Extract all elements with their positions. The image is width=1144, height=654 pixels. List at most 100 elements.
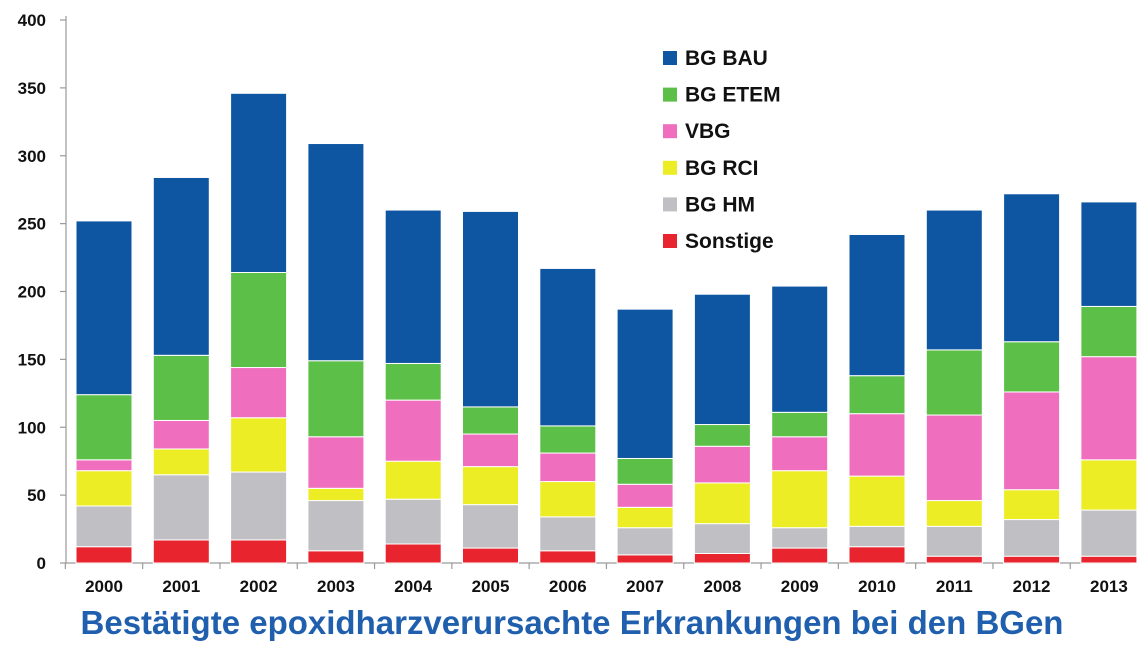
bar-segment-bg-rci: [230, 417, 288, 473]
bar-segment-bg-hm: [848, 525, 906, 548]
bar-segment-vbg: [384, 399, 442, 462]
bar-segment-sonstige: [152, 539, 210, 564]
x-tick-label: 2010: [858, 577, 896, 596]
bar-stack-2011: [925, 209, 983, 564]
legend-swatch: [663, 124, 677, 139]
x-tick-label: 2004: [394, 577, 432, 596]
bar-segment-sonstige: [384, 543, 442, 564]
bar-segment-vbg: [230, 367, 288, 419]
bar-segment-bg-etem: [384, 362, 442, 401]
bar-segment-sonstige: [462, 547, 519, 564]
x-axis: 2000 2001 2002 2003 2004 2005 2006 2007 2008 2009…: [64, 562, 1130, 596]
bar-segment-bg-hm: [307, 500, 365, 552]
bar-segment-vbg: [616, 483, 674, 508]
y-tick-label: 100: [18, 418, 46, 437]
bar-segment-bg-hm: [75, 505, 133, 548]
legend-item: BG RCI: [663, 157, 759, 180]
x-tick-label: 2013: [1090, 577, 1128, 596]
legend-label: VBG: [685, 120, 731, 143]
legend-swatch: [663, 234, 677, 248]
bar-segment-bg-hm: [925, 525, 983, 557]
bar-segment-vbg: [152, 419, 210, 450]
bar-segment-vbg: [1003, 391, 1061, 491]
bar-segment-bg-etem: [152, 354, 210, 421]
bar-stack-2007: [616, 308, 674, 564]
bar-segment-bg-bau: [848, 233, 906, 377]
bar-segment-sonstige: [230, 539, 288, 564]
bar-stack-2008: [693, 293, 751, 564]
bar-segment-bg-etem: [925, 349, 983, 416]
bar-segment-bg-etem: [539, 425, 597, 454]
bar-segment-bg-etem: [1080, 305, 1138, 358]
bar-segment-bg-bau: [75, 220, 133, 396]
y-axis: 0 50 100 150 200 250 300 350 400: [18, 11, 67, 573]
bar-stack-2005: [462, 210, 519, 564]
bar-segment-bg-bau: [1080, 201, 1138, 307]
bar-segment-bg-rci: [693, 482, 751, 525]
legend-label: BG RCI: [685, 157, 759, 180]
y-tick-label: 0: [37, 554, 46, 573]
y-tick-label: 350: [18, 79, 46, 98]
bars: [75, 92, 1138, 564]
bar-segment-bg-rci: [152, 448, 210, 476]
bar-segment-bg-hm: [539, 516, 597, 552]
bar-segment-bg-bau: [230, 92, 288, 273]
bar-stack-2002: [230, 92, 288, 564]
bar-segment-sonstige: [693, 552, 751, 564]
bar-segment-sonstige: [539, 550, 597, 564]
y-tick-label: 200: [18, 283, 46, 302]
bar-segment-vbg: [771, 436, 829, 472]
bar-segment-bg-hm: [462, 504, 519, 549]
legend-item: BG BAU: [663, 47, 768, 70]
bar-segment-bg-bau: [152, 176, 210, 356]
bar-segment-bg-rci: [1003, 489, 1061, 521]
bar-segment-sonstige: [771, 547, 829, 564]
y-tick-label: 250: [18, 215, 46, 234]
bar-segment-bg-etem: [75, 394, 133, 461]
x-tick-label: 2008: [703, 577, 741, 596]
bar-segment-bg-hm: [230, 471, 288, 541]
x-tick-label: 2007: [626, 577, 664, 596]
bar-stack-2009: [771, 285, 829, 564]
bar-segment-sonstige: [307, 550, 365, 564]
legend-item: BG ETEM: [663, 84, 781, 107]
legend-swatch: [663, 197, 677, 212]
bar-segment-bg-bau: [925, 209, 983, 351]
legend-swatch: [663, 160, 677, 175]
bar-segment-bg-etem: [1003, 341, 1061, 393]
chart-title: Bestätigte epoxidharzverursachte Erkrank…: [81, 604, 1064, 641]
bar-stack-2010: [848, 233, 906, 564]
x-tick-label: 2011: [936, 577, 973, 596]
x-tick-label: 2000: [85, 577, 123, 596]
bar-segment-bg-bau: [539, 267, 597, 427]
bar-segment-vbg: [539, 452, 597, 483]
bar-segment-bg-etem: [462, 406, 519, 435]
legend-swatch: [663, 87, 677, 102]
x-tick-label: 2001: [162, 577, 200, 596]
bar-segment-bg-hm: [1080, 509, 1138, 557]
bar-segment-bg-hm: [1003, 519, 1061, 557]
x-tick-label: 2002: [240, 577, 278, 596]
legend-label: BG HM: [685, 193, 755, 216]
bar-stack-2003: [307, 143, 365, 564]
bar-segment-bg-hm: [616, 527, 674, 556]
x-tick-label: 2006: [549, 577, 587, 596]
legend-label: BG ETEM: [685, 84, 781, 107]
bar-segment-bg-etem: [616, 457, 674, 485]
bar-segment-bg-bau: [693, 293, 751, 426]
legend-label: BG BAU: [685, 47, 768, 70]
bar-segment-bg-rci: [75, 470, 133, 507]
y-tick-label: 150: [18, 350, 46, 369]
bar-segment-sonstige: [75, 546, 133, 564]
bar-segment-sonstige: [925, 555, 983, 564]
bar-stack-2001: [152, 176, 210, 564]
bar-segment-bg-bau: [307, 143, 365, 362]
bar-segment-vbg: [75, 459, 133, 472]
bar-segment-sonstige: [1003, 555, 1061, 564]
x-tick-label: 2012: [1013, 577, 1051, 596]
bar-stack-2013: [1080, 201, 1138, 564]
bar-segment-bg-hm: [384, 498, 442, 545]
legend-label: Sonstige: [685, 230, 774, 253]
bar-segment-bg-bau: [384, 209, 442, 364]
